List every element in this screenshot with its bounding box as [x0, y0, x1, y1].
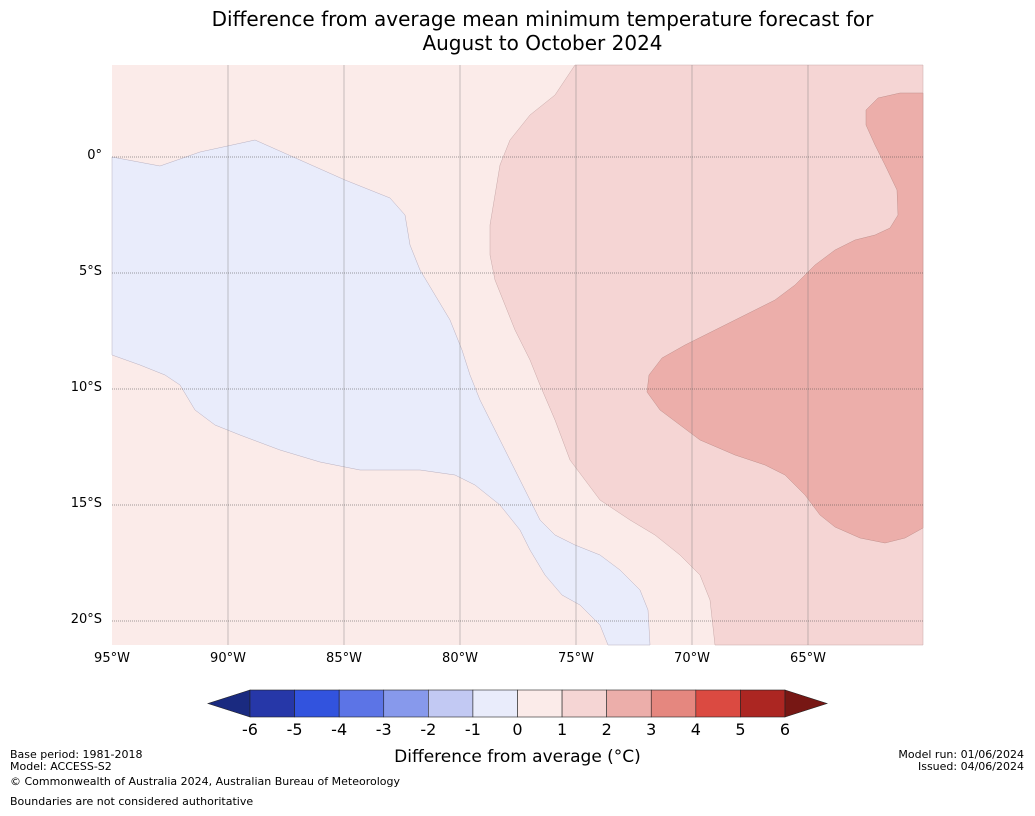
colorbar-cell [606, 689, 652, 718]
colorbar-extend-low [207, 689, 251, 718]
lon-label-75w: 75°W [558, 651, 594, 666]
model-text: Model: ACCESS-S2 [10, 760, 112, 773]
colorbar-tick-label: 3 [646, 720, 657, 739]
colorbar-cell [383, 689, 429, 718]
colorbar-cell [517, 689, 563, 718]
colorbar-extend-high [784, 689, 828, 718]
colorbar-tick-label: 6 [779, 720, 791, 739]
copyright-text: © Commonwealth of Australia 2024, Austra… [10, 775, 400, 788]
lat-label-10s: 10°S [70, 380, 102, 395]
title-line-2: August to October 2024 [422, 31, 663, 55]
colorbar-tick-label: -1 [464, 720, 481, 739]
colorbar-cell [294, 689, 340, 718]
colorbar-tick-label: 5 [735, 720, 746, 739]
colorbar-cells [249, 689, 786, 718]
colorbar-tick-label: 4 [690, 720, 701, 739]
colorbar-cell [650, 689, 697, 718]
lat-label-15s: 15°S [70, 496, 102, 511]
colorbar [207, 689, 828, 718]
lon-label-80w: 80°W [442, 651, 478, 666]
colorbar-tick-label: -6 [242, 720, 258, 739]
colorbar-tick-label: -4 [331, 720, 348, 739]
colorbar-cell [472, 689, 518, 718]
lat-label-0: 0° [87, 148, 102, 163]
lat-label-20s: 20°S [70, 612, 102, 627]
colorbar-tick-label: 2 [601, 720, 612, 739]
colorbar-tick-label: -2 [420, 720, 437, 739]
map-title: Difference from average mean minimum tem… [0, 7, 1035, 55]
title-line-1: Difference from average mean minimum tem… [211, 7, 874, 31]
lon-label-90w: 90°W [210, 651, 246, 666]
colorbar-tick-label: -5 [286, 720, 303, 739]
lat-label-5s: 5°S [78, 264, 102, 279]
lon-label-65w: 65°W [790, 651, 826, 666]
colorbar-cell [428, 689, 474, 718]
base-period-text: Base period: 1981-2018 [10, 748, 143, 761]
footer-right: Model run: 01/06/2024 Issued: 04/06/2024 [898, 749, 1024, 773]
longitude-gridlines [227, 65, 809, 645]
colorbar-tick-label: 1 [556, 720, 568, 739]
model-run-text: Model run: 01/06/2024 [898, 748, 1024, 761]
colorbar-cell [695, 689, 741, 718]
colorbar-cell [740, 689, 786, 718]
footer-left: Base period: 1981-2018 Model: ACCESS-S2 … [10, 749, 400, 808]
lon-label-95w: 95°W [94, 651, 130, 666]
colorbar-tick-label: -3 [375, 720, 392, 739]
cool-anomaly-region [111, 139, 651, 646]
warm-anomaly-region-2-3 [646, 92, 924, 544]
lon-label-70w: 70°W [674, 651, 710, 666]
colorbar-cell [249, 689, 295, 718]
colorbar-cell [338, 689, 385, 718]
colorbar-tick-label: 0 [512, 720, 523, 739]
colorbar-label: Difference from average (°C) [394, 747, 641, 767]
boundaries-text: Boundaries are not considered authoritat… [10, 795, 254, 808]
issued-text: Issued: 04/06/2024 [917, 760, 1024, 773]
lon-label-85w: 85°W [326, 651, 362, 666]
colorbar-cell [561, 689, 607, 718]
